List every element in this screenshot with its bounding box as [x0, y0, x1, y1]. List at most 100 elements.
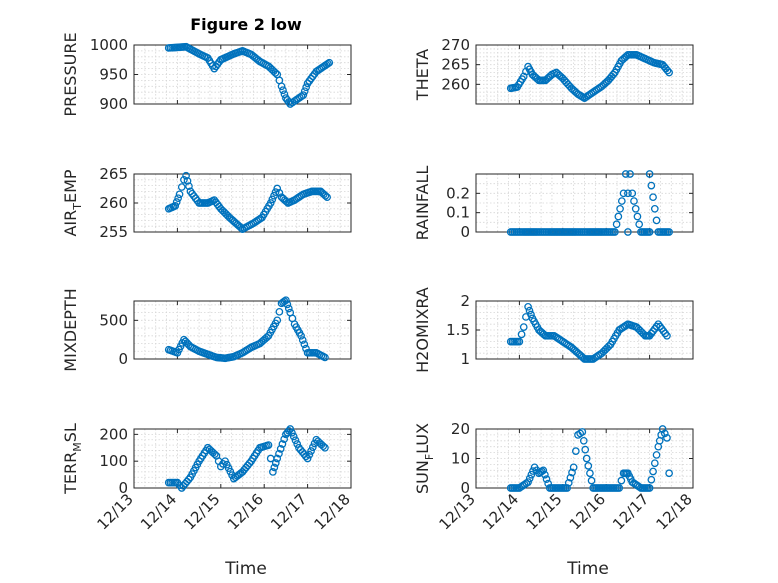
data-point	[621, 170, 630, 178]
data-point	[185, 182, 193, 191]
grid	[133, 173, 352, 233]
data-point	[652, 451, 661, 459]
data-point	[280, 90, 289, 99]
data-point	[268, 195, 277, 204]
data-point	[271, 188, 280, 196]
data-point	[307, 447, 315, 455]
data-point	[587, 476, 596, 485]
data-point	[172, 198, 181, 206]
data-point	[273, 316, 282, 325]
data-point	[277, 82, 286, 91]
data-point	[286, 425, 295, 433]
subplot-pressure: 900 950 1000 PRESSURE	[61, 32, 352, 117]
data-point	[527, 310, 535, 319]
data-point	[649, 193, 657, 202]
data-point	[325, 58, 334, 67]
data-point	[264, 441, 273, 449]
y-axis-label: THETA	[413, 49, 432, 101]
y-axis-label-part: SUN	[413, 460, 432, 494]
y-tick-label: 20	[451, 420, 470, 438]
data-point	[300, 87, 309, 96]
data-point	[631, 204, 640, 213]
x-tick-label: 12/17	[609, 490, 652, 533]
data-point	[524, 478, 532, 486]
data-point	[210, 450, 219, 459]
x-tick-label: 12/14	[137, 490, 180, 533]
data-point	[615, 484, 624, 492]
subplot-h2omixra: 1 1.5 2 H2OMIXRA	[413, 287, 694, 373]
data-point	[280, 435, 289, 444]
y-tick-label: 500	[99, 311, 128, 329]
data-point	[581, 445, 590, 454]
data-point	[663, 66, 672, 75]
data-point	[617, 197, 626, 205]
data-point	[174, 194, 182, 203]
data-point	[293, 440, 302, 448]
data-point	[525, 306, 534, 315]
data-point	[283, 300, 292, 309]
data-point	[652, 216, 661, 225]
data-point	[660, 429, 669, 438]
y-tick-label: 0	[118, 350, 128, 368]
series-markers	[164, 296, 329, 363]
data-point	[279, 86, 287, 95]
data-point	[546, 72, 555, 80]
data-point	[541, 470, 549, 479]
data-point	[269, 468, 277, 476]
x-tick-label: 12/18	[311, 490, 354, 533]
data-point	[645, 228, 654, 236]
y-tick-label: 200	[99, 425, 128, 443]
y-tick-label: 265	[441, 56, 470, 74]
data-point	[665, 68, 673, 77]
x-axis-label-right: Time	[566, 559, 609, 579]
data-point	[614, 212, 623, 221]
data-point	[619, 189, 628, 198]
data-point	[266, 199, 275, 207]
data-point	[617, 476, 626, 485]
data-point	[571, 447, 580, 455]
y-axis-label-part: SL	[61, 423, 80, 442]
data-point	[665, 469, 673, 478]
y-tick-label: 2	[460, 292, 470, 310]
data-point	[275, 189, 284, 197]
data-point	[624, 228, 632, 236]
x-axis-label-left: Time	[224, 559, 267, 579]
axes-box	[133, 428, 352, 489]
data-point	[275, 307, 284, 316]
data-point	[612, 220, 621, 229]
x-tick-label: 12/14	[479, 490, 522, 533]
data-point	[321, 191, 330, 200]
data-point	[273, 184, 282, 193]
series-markers	[506, 170, 673, 236]
data-point	[578, 428, 587, 436]
data-point	[527, 470, 536, 479]
data-point	[665, 228, 673, 236]
series-markers	[506, 50, 673, 102]
data-point	[635, 220, 644, 229]
x-tick-label: 12/17	[267, 490, 310, 533]
data-point	[321, 353, 329, 362]
data-point	[319, 442, 328, 451]
y-tick-label: 0	[118, 479, 128, 497]
y-tick-label: 260	[441, 75, 470, 93]
series-markers	[164, 42, 334, 108]
axes-box	[475, 44, 694, 105]
y-tick-label: 0	[460, 223, 470, 241]
data-point	[582, 454, 591, 463]
grid	[133, 429, 352, 489]
data-point	[288, 428, 296, 437]
data-point	[289, 432, 298, 441]
data-point	[175, 190, 184, 199]
y-tick-label: 10	[451, 450, 470, 468]
y-tick-label: 1	[460, 350, 470, 368]
y-tick-label: 900	[99, 95, 128, 113]
y-axis-label-part: EMP	[61, 169, 80, 203]
data-point	[579, 436, 588, 445]
y-axis-label-subscript: F	[423, 454, 436, 460]
data-point	[569, 463, 578, 472]
data-point	[568, 468, 576, 477]
y-tick-label: 0	[460, 479, 470, 497]
x-tick-label: 12/15	[522, 490, 565, 533]
data-point	[324, 59, 332, 68]
